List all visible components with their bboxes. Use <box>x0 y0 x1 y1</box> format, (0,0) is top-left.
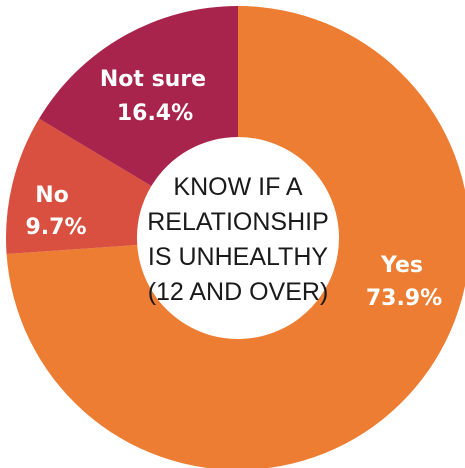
slice-no <box>5 118 152 255</box>
donut-slices <box>5 6 465 468</box>
slice-label-not-sure: Not sure <box>100 67 206 92</box>
slice-yes <box>6 6 465 468</box>
center-title-line-4: (12 AND OVER) <box>148 278 329 306</box>
slice-value-no: 9.7% <box>25 215 86 240</box>
center-title-line-3: IS UNHEALTHY <box>148 243 328 271</box>
slice-label-no: No <box>35 183 69 208</box>
slice-value-not-sure: 16.4% <box>117 101 193 126</box>
slice-not-sure <box>39 6 238 187</box>
slice-value-yes: 73.9% <box>366 286 442 311</box>
center-title-line-1: KNOW IF A <box>173 173 303 201</box>
center-title: KNOW IF A RELATIONSHIP IS UNHEALTHY (12 … <box>147 173 329 306</box>
center-title-line-2: RELATIONSHIP <box>147 208 329 236</box>
slice-label-yes: Yes <box>380 253 423 278</box>
